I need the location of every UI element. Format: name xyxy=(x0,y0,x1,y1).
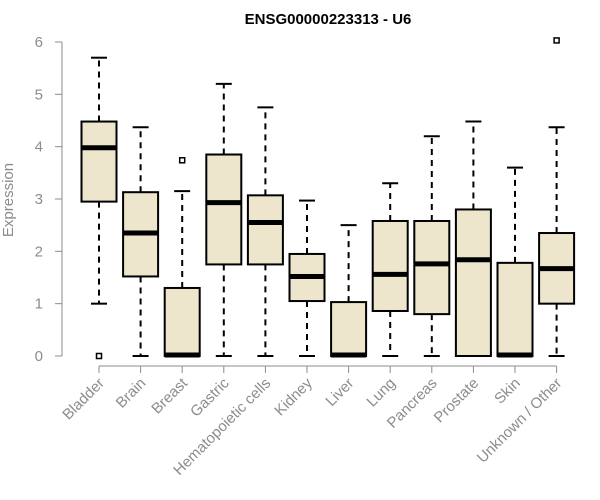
box-gastric xyxy=(205,82,243,357)
box-bladder xyxy=(80,56,118,360)
y-tick-label: 0 xyxy=(35,348,43,365)
x-axis xyxy=(98,365,558,373)
category-label: Brain xyxy=(113,375,150,412)
outlier-point xyxy=(95,352,103,360)
iqr-box xyxy=(496,261,534,358)
iqr-box xyxy=(330,301,368,358)
y-tick-label: 1 xyxy=(35,296,43,313)
iqr-box xyxy=(205,153,243,266)
box-prostate xyxy=(454,120,492,357)
box-kidney xyxy=(288,199,326,357)
y-tick-label: 4 xyxy=(35,139,43,156)
chart-title: ENSG00000223313 - U6 xyxy=(245,11,412,28)
iqr-box xyxy=(371,219,409,312)
iqr-box xyxy=(454,208,492,357)
outlier-point xyxy=(553,37,560,44)
box-hematopoietic-cells xyxy=(246,106,284,357)
category-label: Skin xyxy=(491,375,524,408)
category-label: Lung xyxy=(363,375,399,411)
iqr-box xyxy=(80,120,118,203)
box-skin xyxy=(496,166,534,358)
outlier-point xyxy=(178,157,186,164)
box-series xyxy=(80,37,576,360)
iqr-box xyxy=(163,286,201,358)
y-axis-label: Expression xyxy=(0,163,17,237)
iqr-box xyxy=(246,194,284,266)
y-axis: 0 1 2 3 4 5 6 xyxy=(35,34,63,365)
category-label: Prostate xyxy=(431,375,483,427)
y-tick-label: 5 xyxy=(35,86,43,103)
box-unknown-other xyxy=(538,37,576,357)
box-liver xyxy=(330,224,368,358)
box-brain xyxy=(122,126,160,357)
iqr-box xyxy=(413,219,451,316)
box-lung xyxy=(371,182,409,357)
category-label: Bladder xyxy=(59,375,108,424)
y-tick-label: 3 xyxy=(35,191,43,208)
category-label: Liver xyxy=(322,375,357,410)
box-breast xyxy=(163,157,201,358)
y-tick-label: 6 xyxy=(35,34,43,51)
box-pancreas xyxy=(413,135,451,357)
category-label: Breast xyxy=(148,374,191,417)
y-tick-label: 2 xyxy=(35,243,43,260)
category-label: Kidney xyxy=(271,374,316,419)
